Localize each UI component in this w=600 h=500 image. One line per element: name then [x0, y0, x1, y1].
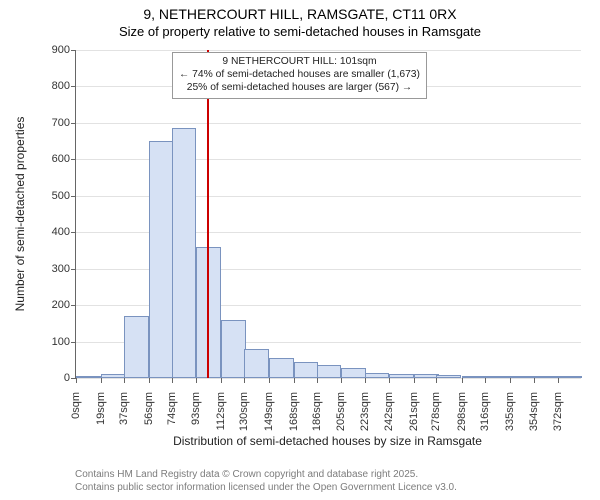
histogram-bar [101, 374, 126, 378]
x-axis-label: Distribution of semi-detached houses by … [173, 434, 482, 448]
y-axis-label: Number of semi-detached properties [13, 117, 27, 312]
footer-attribution: Contains HM Land Registry data © Crown c… [75, 469, 457, 494]
xtick-label: 335sqm [504, 392, 516, 431]
xtick-label: 112sqm [215, 392, 227, 430]
xtick-mark [172, 378, 173, 383]
histogram-bar [534, 376, 559, 378]
histogram-bar [221, 320, 246, 378]
histogram-bar [436, 375, 461, 378]
xtick-label: 186sqm [311, 392, 323, 431]
histogram-bar [124, 316, 149, 378]
xtick-mark [436, 378, 437, 383]
xtick-mark [196, 378, 197, 383]
xtick-mark [317, 378, 318, 383]
ytick-label: 700 [52, 117, 70, 129]
xtick-mark [124, 378, 125, 383]
xtick-mark [341, 378, 342, 383]
gridline-h [76, 378, 581, 379]
xtick-mark [485, 378, 486, 383]
annotation-line3: 25% of semi-detached houses are larger (… [179, 82, 420, 95]
xtick-mark [365, 378, 366, 383]
histogram-bar [558, 376, 583, 378]
xtick-label: 278sqm [430, 392, 442, 431]
histogram-bar [485, 376, 510, 378]
ytick-label: 900 [52, 44, 70, 56]
ytick-label: 600 [52, 153, 70, 165]
ytick-label: 100 [52, 336, 70, 348]
histogram-bar [149, 141, 174, 378]
xtick-label: 261sqm [408, 392, 420, 431]
histogram-bar [414, 374, 439, 378]
xtick-label: 19sqm [95, 392, 107, 425]
title-main: 9, NETHERCOURT HILL, RAMSGATE, CT11 0RX [0, 6, 600, 22]
footer-line1: Contains HM Land Registry data © Crown c… [75, 469, 457, 482]
histogram-bar [172, 128, 197, 378]
xtick-label: 0sqm [70, 392, 82, 419]
xtick-label: 316sqm [479, 392, 491, 431]
ytick-mark [71, 50, 76, 51]
gridline-h [76, 50, 581, 51]
xtick-label: 37sqm [118, 392, 130, 425]
ytick-label: 0 [64, 372, 70, 384]
property-marker-line [207, 50, 209, 378]
histogram-bar [389, 374, 414, 378]
histogram-bar [317, 365, 342, 378]
ytick-label: 200 [52, 299, 70, 311]
xtick-mark [414, 378, 415, 383]
xtick-label: 205sqm [335, 392, 347, 431]
xtick-mark [221, 378, 222, 383]
xtick-label: 168sqm [288, 392, 300, 431]
xtick-label: 93sqm [190, 392, 202, 425]
histogram-bar [462, 376, 487, 378]
xtick-label: 56sqm [143, 392, 155, 425]
ytick-mark [71, 342, 76, 343]
ytick-mark [71, 123, 76, 124]
title-block: 9, NETHERCOURT HILL, RAMSGATE, CT11 0RX … [0, 0, 600, 39]
footer-line2: Contains public sector information licen… [75, 482, 457, 495]
annotation-box: 9 NETHERCOURT HILL: 101sqm← 74% of semi-… [172, 52, 427, 99]
xtick-mark [510, 378, 511, 383]
histogram-bar [294, 362, 319, 378]
histogram-bar [341, 368, 366, 378]
xtick-mark [534, 378, 535, 383]
xtick-mark [244, 378, 245, 383]
ytick-mark [71, 305, 76, 306]
xtick-label: 242sqm [383, 392, 395, 431]
histogram-bar [244, 349, 269, 378]
xtick-mark [269, 378, 270, 383]
ytick-label: 400 [52, 226, 70, 238]
histogram-plot: 01002003004005006007008009000sqm19sqm37s… [75, 50, 581, 379]
title-sub: Size of property relative to semi-detach… [0, 24, 600, 39]
xtick-label: 223sqm [359, 392, 371, 431]
xtick-mark [462, 378, 463, 383]
xtick-label: 372sqm [552, 392, 564, 431]
xtick-mark [294, 378, 295, 383]
xtick-mark [101, 378, 102, 383]
ytick-mark [71, 196, 76, 197]
ytick-mark [71, 86, 76, 87]
histogram-bar [365, 373, 390, 378]
xtick-label: 74sqm [166, 392, 178, 425]
xtick-mark [149, 378, 150, 383]
annotation-line1: 9 NETHERCOURT HILL: 101sqm [179, 56, 420, 69]
ytick-mark [71, 232, 76, 233]
ytick-mark [71, 269, 76, 270]
histogram-bar [269, 358, 294, 378]
gridline-h [76, 123, 581, 124]
xtick-mark [558, 378, 559, 383]
histogram-bar [76, 376, 101, 378]
xtick-label: 130sqm [238, 392, 250, 431]
ytick-mark [71, 159, 76, 160]
xtick-label: 298sqm [456, 392, 468, 431]
ytick-label: 500 [52, 190, 70, 202]
xtick-label: 354sqm [528, 392, 540, 431]
annotation-line2: ← 74% of semi-detached houses are smalle… [179, 69, 420, 82]
xtick-mark [76, 378, 77, 383]
ytick-label: 800 [52, 80, 70, 92]
ytick-label: 300 [52, 263, 70, 275]
xtick-mark [389, 378, 390, 383]
xtick-label: 149sqm [263, 392, 275, 431]
histogram-bar [510, 376, 535, 378]
